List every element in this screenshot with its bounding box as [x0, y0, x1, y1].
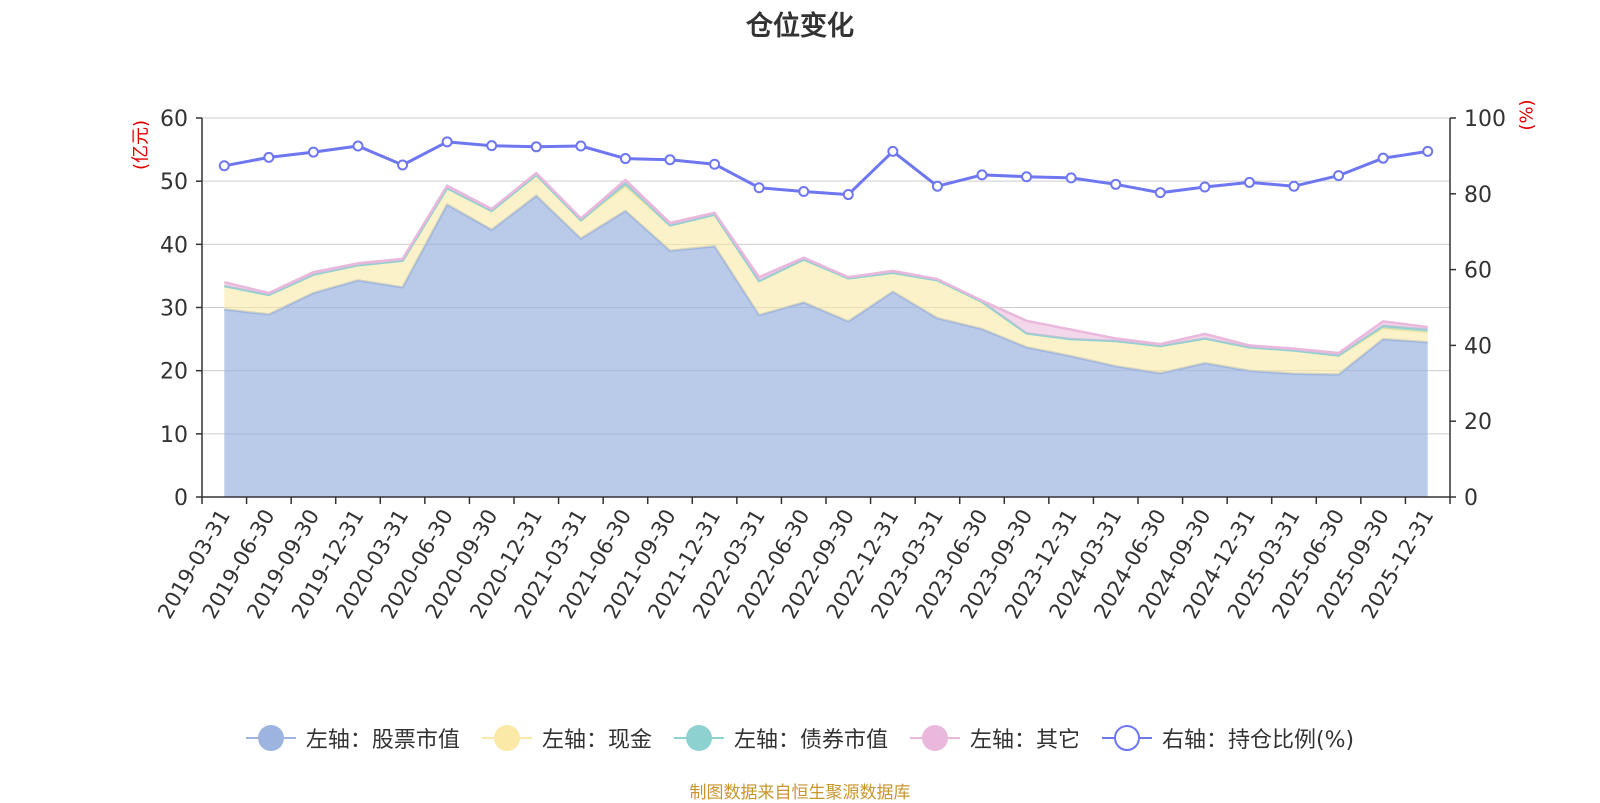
ratio-point-1 [263, 151, 275, 163]
right-tick-label-4: 80 [1464, 183, 1492, 208]
ratio-point-12 [753, 182, 765, 194]
ratio-point-0 [218, 160, 230, 172]
legend-label-bond: 左轴：债券市值 [733, 728, 888, 753]
right-tick-label-2: 40 [1464, 334, 1492, 359]
left-tick-label-2: 20 [160, 360, 188, 385]
source-note: 制图数据来自恒生聚源数据库 [689, 783, 911, 803]
legend-item-other[interactable]: 左轴：其它 [909, 722, 1080, 754]
legend-item-bond[interactable]: 左轴：债券市值 [673, 722, 888, 754]
ratio-point-7 [530, 141, 542, 153]
ratio-point-4 [397, 159, 409, 171]
ratio-point-20 [1110, 178, 1122, 190]
right-tick-label-3: 60 [1464, 259, 1492, 284]
legend-swatch-ratio-dot [1113, 725, 1140, 751]
ratio-point-13 [798, 186, 810, 198]
left-tick-label-3: 30 [160, 297, 188, 322]
legend-label-cash: 左轴：现金 [541, 728, 652, 753]
ratio-line [224, 140, 1428, 197]
ratio-point-2 [307, 146, 319, 158]
ratio-point-15 [887, 145, 899, 157]
area-fill-series-1 [224, 174, 1428, 375]
ratio-point-21 [1154, 187, 1166, 199]
left-tick-label-5: 50 [160, 170, 188, 195]
right-tick-label-5: 100 [1464, 107, 1506, 132]
legend-swatch-other-dot [921, 725, 948, 751]
ratio-point-8 [575, 140, 587, 152]
legend-swatch-bond-dot [685, 725, 712, 751]
legend-label-other: 左轴：其它 [969, 728, 1080, 753]
legend-swatch-bond [673, 725, 724, 751]
legend-label-ratio: 右轴：持仓比例(%) [1161, 728, 1355, 753]
left-axis-unit-label: (亿元) [130, 120, 151, 170]
chart-title: 仓位变化 [746, 11, 854, 42]
right-tick-label-1: 20 [1464, 410, 1492, 435]
right-axis-unit-label: (%) [1516, 99, 1537, 130]
area-edge-series-3 [224, 171, 1428, 355]
legend-item-stock[interactable]: 左轴：股票市值 [245, 722, 460, 754]
axes [196, 117, 1456, 504]
ratio-point-24 [1288, 180, 1300, 192]
legend-swatch-other [909, 725, 960, 751]
ratio-point-14 [842, 189, 854, 201]
legend-item-ratio[interactable]: 右轴：持仓比例(%) [1101, 722, 1355, 754]
ratio-point-22 [1199, 181, 1211, 193]
ratio-point-11 [709, 158, 721, 170]
right-tick-label-0: 0 [1464, 486, 1478, 511]
legend-swatch-ratio [1101, 725, 1152, 751]
ratio-point-9 [619, 153, 631, 165]
area-series [224, 171, 1428, 497]
ratio-point-25 [1333, 170, 1345, 182]
ratio-point-18 [1021, 171, 1033, 183]
ratio-point-17 [976, 169, 988, 181]
left-tick-label-4: 40 [160, 233, 188, 258]
legend-label-stock: 左轴：股票市值 [305, 728, 460, 753]
ratio-point-3 [352, 140, 364, 152]
legend: 左轴：股票市值 左轴：现金 左轴：债券市值 左轴：其它 右轴：持仓比例(%) [0, 722, 1600, 754]
ratio-point-5 [441, 136, 453, 148]
left-tick-label-6: 60 [160, 107, 188, 132]
left-tick-label-1: 10 [160, 423, 188, 448]
ratio-line-series [218, 136, 1434, 201]
area-fill-series-0 [224, 195, 1428, 497]
ratio-point-16 [931, 180, 943, 192]
legend-swatch-stock-dot [257, 725, 284, 751]
legend-swatch-stock [245, 725, 296, 751]
legend-swatch-cash [481, 725, 532, 751]
ratio-point-26 [1377, 152, 1389, 164]
ratio-point-10 [664, 154, 676, 166]
ratio-point-6 [486, 140, 498, 152]
left-tick-label-0: 0 [174, 486, 188, 511]
ratio-point-27 [1422, 145, 1434, 157]
ratio-point-23 [1243, 176, 1255, 188]
legend-item-cash[interactable]: 左轴：现金 [481, 722, 652, 754]
ratio-point-19 [1065, 172, 1077, 184]
legend-swatch-cash-dot [493, 725, 520, 751]
